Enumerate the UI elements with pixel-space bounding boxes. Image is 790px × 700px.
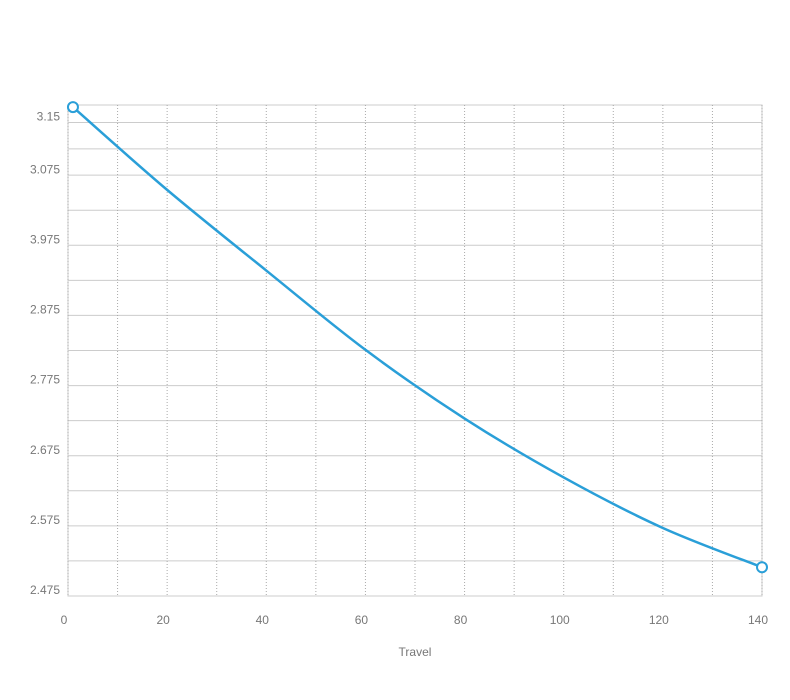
x-tick-label: 80 bbox=[454, 613, 468, 627]
y-tick-label: 2.875 bbox=[30, 303, 60, 317]
x-tick-label: 100 bbox=[550, 613, 570, 627]
x-tick-label: 60 bbox=[355, 613, 369, 627]
y-tick-label: 2.575 bbox=[30, 513, 60, 527]
y-tick-label: 2.775 bbox=[30, 373, 60, 387]
x-tick-label: 120 bbox=[649, 613, 669, 627]
x-tick-label: 0 bbox=[61, 613, 68, 627]
x-tick-label: 20 bbox=[156, 613, 170, 627]
y-tick-label: 2.475 bbox=[30, 583, 60, 597]
y-tick-label: 2.675 bbox=[30, 443, 60, 457]
end-marker bbox=[66, 101, 79, 114]
x-axis-label: Travel bbox=[399, 645, 432, 659]
line bbox=[72, 106, 763, 569]
end-marker bbox=[756, 561, 768, 574]
x-tick-label: 40 bbox=[256, 613, 270, 627]
x-tick-label: 140 bbox=[748, 613, 768, 627]
y-tick-label: 3.975 bbox=[30, 232, 60, 246]
y-tick-label: 3.15 bbox=[37, 110, 61, 124]
y-tick-label: 3.075 bbox=[30, 162, 60, 176]
